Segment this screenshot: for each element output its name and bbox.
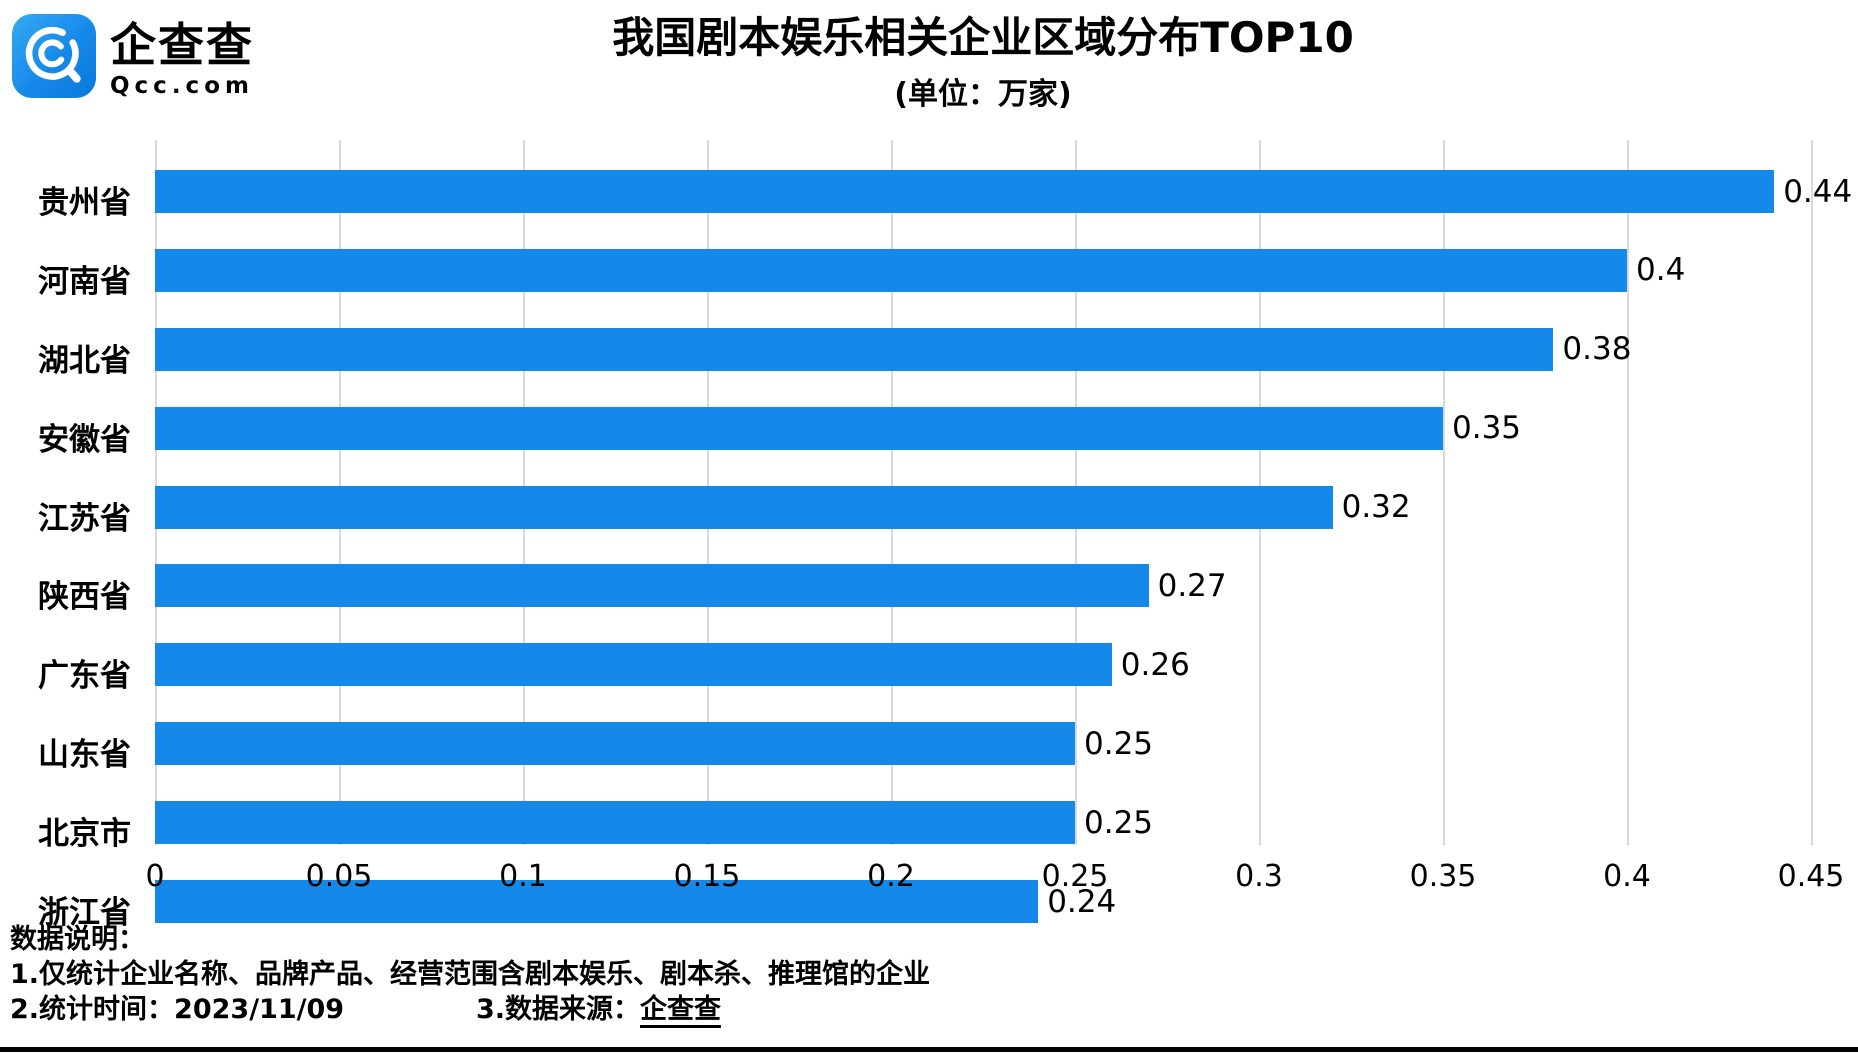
qcc-logo-text: 企查查 Qcc.com	[110, 14, 254, 99]
value-label: 0.24	[1047, 883, 1117, 920]
note-scope: 1.仅统计企业名称、品牌产品、经营范围含剧本娱乐、剧本杀、推理馆的企业	[10, 959, 931, 990]
bar-rows: 贵州省 0.44 河南省 0.4 湖北省 0.38 安徽省 0.35 江苏省 0.32 陕西省 0.2…	[38, 158, 1852, 947]
bar: 0.26	[155, 643, 1190, 687]
value-label: 0.44	[1783, 173, 1853, 210]
title-block: 我国剧本娱乐相关企业区域分布TOP10 (单位：万家)	[155, 12, 1811, 113]
qcc-magnifier-icon-svg	[25, 26, 81, 83]
value-label: 0.26	[1120, 646, 1190, 683]
category-label: 广东省	[38, 658, 131, 695]
bar-row: 山东省 0.25	[38, 722, 1811, 789]
category-label: 河南省	[38, 263, 131, 300]
category-label: 山东省	[38, 737, 131, 774]
bar: 0.35	[155, 406, 1521, 450]
bar-chart-plot-area: 贵州省 0.44 河南省 0.4 湖北省 0.38 安徽省 0.35 江苏省 0.32 陕西省 0.2…	[38, 140, 1852, 931]
value-label: 0.25	[1084, 725, 1154, 762]
gridline	[1811, 140, 1813, 845]
x-axis: 0 0.05 0.1 0.15 0.2 0.25 0.3 0.35 0.4 0.45	[145, 845, 1844, 894]
bar-row: 江苏省 0.32	[38, 485, 1811, 553]
category-label: 浙江省	[38, 895, 131, 932]
value-label: 0.4	[1636, 252, 1686, 289]
qcc-logo: 企查查 Qcc.com	[12, 14, 254, 99]
x-axis-tick-label: 0.15	[673, 859, 741, 894]
category-label: 陕西省	[38, 579, 131, 616]
qcc-logo-domain: Qcc.com	[110, 72, 254, 99]
value-label: 0.27	[1157, 567, 1227, 604]
bar-row: 陕西省 0.27	[38, 564, 1811, 631]
chart-title: 我国剧本娱乐相关企业区域分布TOP10	[612, 13, 1354, 62]
bar-row: 安徽省 0.35	[38, 406, 1811, 474]
bar-row: 湖北省 0.38	[38, 327, 1811, 395]
x-axis-tick-label: 0.3	[1235, 859, 1283, 894]
bar: 0.32	[155, 485, 1411, 529]
x-axis-tick-label: 0.35	[1409, 859, 1477, 894]
bar-row: 河南省 0.4	[38, 248, 1811, 316]
value-label: 0.32	[1341, 489, 1411, 526]
note-source-label: 3.数据来源：	[476, 994, 641, 1025]
category-label: 北京市	[38, 816, 131, 853]
bar-row: 浙江省 0.24	[38, 880, 1811, 947]
value-label: 0.35	[1452, 410, 1522, 447]
gridline	[1443, 140, 1445, 845]
bar-row: 贵州省 0.44	[38, 170, 1852, 237]
bottom-border	[0, 1047, 1858, 1052]
x-axis-tick-label: 0.4	[1603, 859, 1651, 894]
qcc-magnifier-icon	[12, 14, 96, 98]
x-axis-tick-label: 0.25	[1041, 859, 1109, 894]
note-meta-row: 2.统计时间：2023/11/09 3.数据来源：企查查	[10, 992, 930, 1028]
x-axis-tick-label: 0.2	[867, 859, 915, 894]
bar: 0.4	[155, 248, 1685, 292]
data-notes: 数据说明： 1.仅统计企业名称、品牌产品、经营范围含剧本娱乐、剧本杀、推理馆的企…	[10, 922, 931, 1028]
category-label: 湖北省	[38, 342, 131, 379]
bar-row: 北京市 0.25	[38, 801, 1811, 868]
x-axis-tick-label: 0.45	[1777, 859, 1845, 894]
bar: 0.25	[155, 722, 1153, 766]
bar: 0.27	[155, 564, 1227, 608]
value-label: 0.38	[1562, 331, 1632, 368]
bar: 0.38	[155, 327, 1631, 371]
chart-subtitle: (单位：万家)	[894, 76, 1072, 112]
note-source-name: 企查查	[640, 994, 722, 1028]
bar-row: 广东省 0.26	[38, 643, 1811, 710]
value-label: 0.25	[1084, 804, 1154, 841]
note-date: 2.统计时间：2023/11/09	[10, 994, 345, 1025]
category-label: 安徽省	[38, 421, 131, 458]
category-label: 贵州省	[38, 185, 131, 221]
x-axis-tick-label: 0	[145, 859, 165, 894]
bar: 0.24	[155, 880, 1116, 924]
x-axis-tick-label: 0.05	[305, 859, 373, 894]
gridline	[1627, 140, 1629, 845]
category-label: 江苏省	[38, 500, 131, 537]
notes-heading: 数据说明：	[10, 924, 145, 955]
bar: 0.25	[155, 801, 1153, 845]
note-source: 3.数据来源：企查查	[476, 992, 722, 1028]
bar: 0.44	[155, 170, 1852, 213]
qcc-logo-name: 企查查	[110, 18, 254, 72]
x-axis-tick-label: 0.1	[499, 859, 547, 894]
